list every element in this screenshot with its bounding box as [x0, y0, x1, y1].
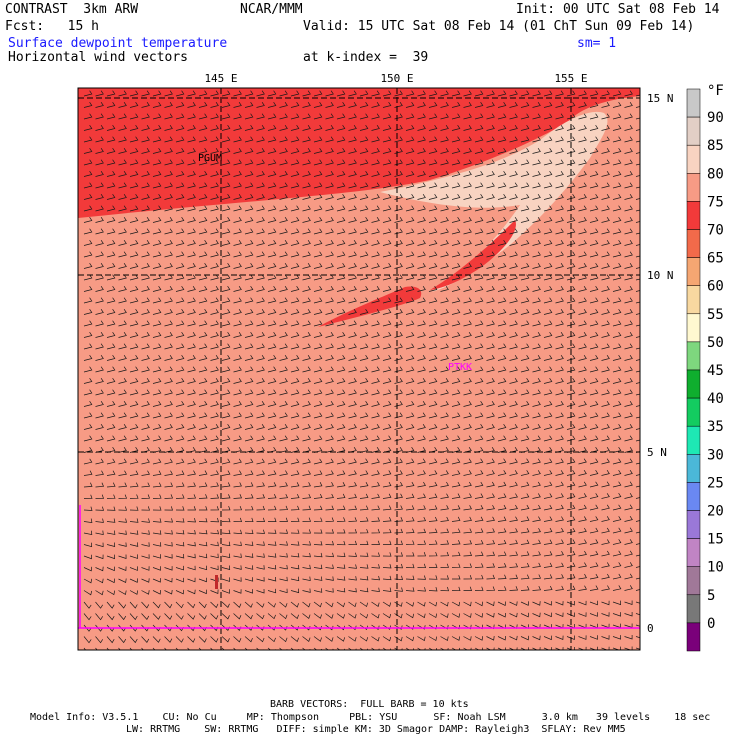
lon-tick-155: 155 E — [554, 72, 587, 85]
legend-swatch — [686, 229, 701, 258]
legend-label: 15 — [707, 532, 724, 548]
legend-label: 45 — [707, 363, 724, 379]
legend-label: 0 — [707, 616, 715, 632]
legend-label: 80 — [707, 166, 724, 182]
legend-swatch — [686, 313, 701, 343]
smoothing-label: sm= 1 — [577, 36, 617, 51]
legend-swatch — [686, 88, 701, 118]
legend-swatch — [686, 454, 701, 483]
legend-swatch — [686, 173, 701, 202]
lon-tick-145: 145 E — [204, 72, 237, 85]
model-info-line1: Model Info: V3.5.1 CU: No Cu MP: Thompso… — [30, 712, 711, 723]
field-title-dewpoint: Surface dewpoint temperature — [8, 36, 228, 51]
legend-label: 85 — [707, 138, 724, 154]
legend-swatch — [686, 622, 701, 652]
lat-tick-10n: 10 N — [647, 269, 674, 282]
field-title-wind: Horizontal wind vectors — [8, 50, 189, 65]
legend-swatch — [686, 425, 701, 455]
legend-label: 90 — [707, 110, 724, 126]
wind-barbs — [83, 90, 640, 650]
legend-label: 25 — [707, 475, 724, 491]
legend-label: 10 — [707, 560, 724, 576]
legend-swatch — [686, 341, 701, 371]
legend-swatch — [686, 285, 701, 315]
legend-swatch — [686, 510, 701, 539]
legend-swatch — [686, 369, 701, 399]
lat-tick-15n: 15 N — [647, 92, 674, 105]
legend-label: 50 — [707, 335, 724, 351]
legend-swatch — [686, 482, 701, 511]
legend-label: 55 — [707, 307, 724, 323]
lat-tick-5n: 5 N — [647, 446, 667, 459]
legend-swatch — [686, 538, 701, 567]
legend-label: 30 — [707, 447, 724, 463]
dewpoint-fill-75-80 — [78, 88, 640, 218]
valid-time: Valid: 15 UTC Sat 08 Feb 14 (01 ChT Sun … — [303, 19, 695, 34]
legend-label: 65 — [707, 251, 724, 267]
legend-label: 40 — [707, 391, 724, 407]
legend-label: 75 — [707, 194, 724, 210]
station-ptkk: PTKK — [448, 362, 472, 373]
legend-swatch — [686, 144, 701, 174]
init-time: Init: 00 UTC Sat 08 Feb 14 — [516, 2, 720, 17]
legend-swatch — [686, 594, 701, 624]
legend-swatch — [686, 201, 701, 230]
dewpoint-fill-80-85 — [380, 111, 608, 292]
dewpoint-fill-75-80-lower — [318, 286, 422, 327]
island-marker — [215, 575, 218, 589]
wind-barb-path — [83, 90, 640, 650]
lon-tick-150: 150 E — [380, 72, 413, 85]
forecast-hour: Fcst: 15 h — [5, 19, 99, 34]
model-info-line2: LW: RRTMG SW: RRTMG DIFF: simple KM: 3D … — [126, 724, 626, 735]
legend-unit: °F — [707, 83, 724, 99]
center-name: NCAR/MMM — [240, 2, 303, 17]
legend-swatch — [686, 257, 701, 286]
barb-note: BARB VECTORS: FULL BARB = 10 kts — [270, 699, 469, 710]
legend-label: 70 — [707, 223, 724, 239]
legend-swatch — [686, 116, 701, 146]
legend-swatch — [686, 397, 701, 427]
plot-frame — [77, 87, 641, 651]
station-pgum: PGUM — [198, 153, 222, 164]
k-index-label: at k-index = 39 — [303, 50, 429, 65]
legend-label: 20 — [707, 504, 724, 520]
legend-label: 35 — [707, 419, 724, 435]
legend-label: 5 — [707, 588, 715, 604]
legend-label: 60 — [707, 279, 724, 295]
lat-tick-0: 0 — [647, 622, 654, 635]
legend-swatch — [686, 566, 701, 596]
model-title: CONTRAST 3km ARW — [5, 2, 139, 17]
